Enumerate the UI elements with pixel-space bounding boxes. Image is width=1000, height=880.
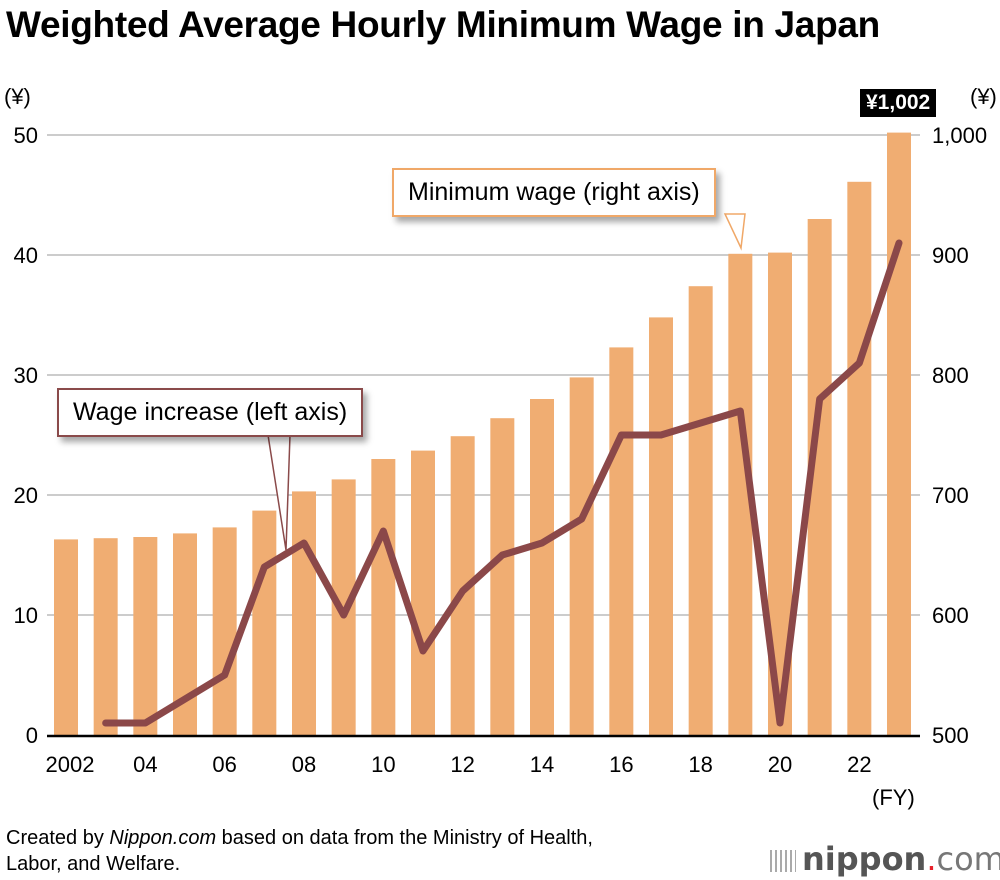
x-tick-label: 06: [212, 752, 236, 777]
source-prefix: Created by: [6, 827, 110, 849]
bar-callout-pointer: [723, 213, 746, 251]
x-axis-ticks: 2002 04 06 08 10 12 14 16 18 20 22: [46, 752, 872, 777]
left-axis-ticks: 0 10 20 30 40 50: [14, 123, 38, 748]
x-tick-label: 16: [609, 752, 633, 777]
logo-name: nippon: [802, 840, 927, 878]
x-tick-label: 10: [371, 752, 395, 777]
bar: [847, 181, 872, 736]
x-tick-label: 12: [450, 752, 474, 777]
right-axis-ticks: 500 600 700 800 900 1,000: [932, 123, 987, 748]
bar: [93, 538, 118, 735]
left-tick-label: 50: [14, 123, 38, 148]
source-line2: Labor, and Welfare.: [6, 853, 181, 875]
chart-title: Weighted Average Hourly Minimum Wage in …: [6, 4, 880, 45]
logo-dot: .: [926, 840, 937, 878]
bar: [252, 510, 277, 735]
left-tick-label: 20: [14, 483, 38, 508]
right-tick-label: 900: [932, 243, 969, 268]
logo-bars-icon: [770, 850, 796, 872]
bar: [411, 450, 435, 735]
right-tick-label: 700: [932, 483, 969, 508]
logo-tld: com: [936, 840, 1000, 878]
left-tick-label: 30: [14, 363, 38, 388]
x-tick-label: 22: [847, 752, 871, 777]
bar: [371, 459, 396, 735]
right-tick-label: 1,000: [932, 123, 987, 148]
nippon-logo: nippon.com: [770, 840, 1000, 878]
right-tick-label: 500: [932, 723, 969, 748]
x-tick-label: 18: [688, 752, 712, 777]
x-tick-label: 14: [530, 752, 554, 777]
x-tick-label: 2002: [46, 752, 95, 777]
line-series: [102, 239, 903, 727]
right-tick-label: 800: [932, 363, 969, 388]
bar: [490, 418, 515, 735]
left-tick-label: 10: [14, 603, 38, 628]
line-series-callout: Wage increase (left axis): [57, 388, 364, 437]
bar-series-callout: Minimum wage (right axis): [392, 168, 716, 217]
bar: [212, 527, 237, 735]
bar: [688, 286, 713, 735]
bar: [133, 537, 158, 735]
left-axis-unit: (¥): [4, 84, 31, 109]
right-tick-label: 600: [932, 603, 969, 628]
bar: [887, 132, 911, 736]
x-tick-label: 04: [133, 752, 157, 777]
source-suffix: based on data from the Ministry of Healt…: [216, 827, 593, 849]
bar: [292, 491, 316, 735]
bar: [530, 399, 554, 735]
bar: [569, 377, 594, 735]
latest-value-badge: ¥1,002: [860, 89, 937, 117]
right-axis-unit: (¥): [970, 84, 997, 109]
x-axis-unit: (FY): [872, 785, 915, 810]
left-tick-label: 40: [14, 243, 38, 268]
source-note: Created by Nippon.com based on data from…: [6, 825, 593, 877]
bar: [649, 317, 673, 735]
x-tick-label: 20: [768, 752, 792, 777]
bar: [609, 347, 634, 735]
source-brand: Nippon.com: [109, 827, 217, 849]
x-tick-label: 08: [292, 752, 316, 777]
bar: [54, 539, 78, 735]
left-tick-label: 0: [26, 723, 38, 748]
